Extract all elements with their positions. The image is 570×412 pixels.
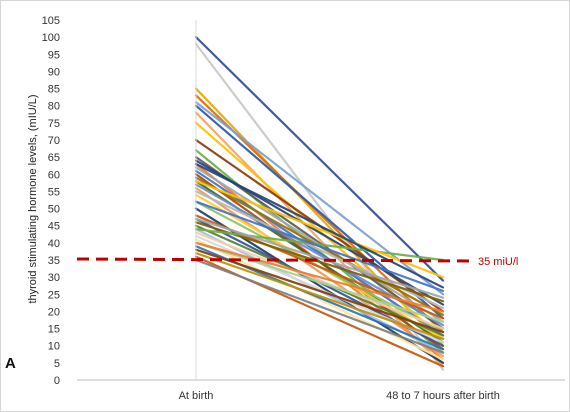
y-tick-label: 5 — [54, 358, 60, 370]
y-axis-label: thyroid stimulating hormone levels, (mIU… — [27, 94, 39, 303]
y-tick-label: 45 — [48, 221, 60, 233]
series-line-27 — [194, 221, 445, 303]
series-line-44 — [194, 241, 445, 313]
reference-line-group: 35 miU/l — [76, 256, 518, 268]
y-tick-label: 75 — [48, 118, 60, 130]
y-tick-label: 25 — [48, 289, 60, 301]
y-tick-label: 95 — [48, 49, 60, 61]
axes — [77, 20, 565, 381]
series-line-7 — [194, 111, 445, 368]
y-tick-label: 15 — [48, 324, 60, 336]
y-tick-label: 40 — [48, 238, 60, 250]
y-tick-label: 80 — [48, 101, 60, 113]
y-tick-label: 30 — [48, 272, 60, 284]
reference-line — [76, 257, 471, 263]
series-line-43 — [194, 162, 445, 289]
y-tick-label: 70 — [48, 135, 60, 147]
y-tick-label: 100 — [42, 32, 60, 44]
y-tick-label: 0 — [54, 375, 60, 387]
y-tick-label: 90 — [48, 66, 60, 78]
series-line-30 — [194, 231, 445, 330]
y-tick-label: 35 — [48, 255, 60, 267]
y-tick-label: 85 — [48, 84, 60, 96]
y-tick-label: 50 — [48, 204, 60, 216]
x-category-label: At birth — [179, 390, 214, 402]
y-tick-label: 20 — [48, 306, 60, 318]
series-line-35 — [194, 248, 445, 334]
y-tick-labels: 0 5 10 15 20 25 30 35 40 45 50 55 60 65 70 75 80 85 90 95 10… — [42, 15, 60, 387]
series-line-42 — [194, 217, 445, 299]
series-line-38 — [194, 258, 445, 354]
y-tick-label: 10 — [48, 341, 60, 353]
series-line-1 — [194, 36, 445, 282]
x-category-labels: At birth 48 to 7 hours after birth — [179, 390, 500, 402]
x-category-label: 48 to 7 hours after birth — [386, 390, 500, 402]
y-tick-label: 105 — [42, 15, 60, 27]
reference-line-label: 35 miU/l — [478, 256, 518, 268]
y-tick-label: 60 — [48, 169, 60, 181]
y-tick-label: 65 — [48, 152, 60, 164]
series-lines — [194, 36, 445, 371]
series-line-36 — [194, 252, 445, 340]
series-line-41 — [194, 200, 445, 292]
series-line-39 — [194, 228, 445, 262]
panel-label: A — [5, 355, 16, 372]
series-line-33 — [194, 241, 445, 323]
y-tick-label: 55 — [48, 186, 60, 198]
